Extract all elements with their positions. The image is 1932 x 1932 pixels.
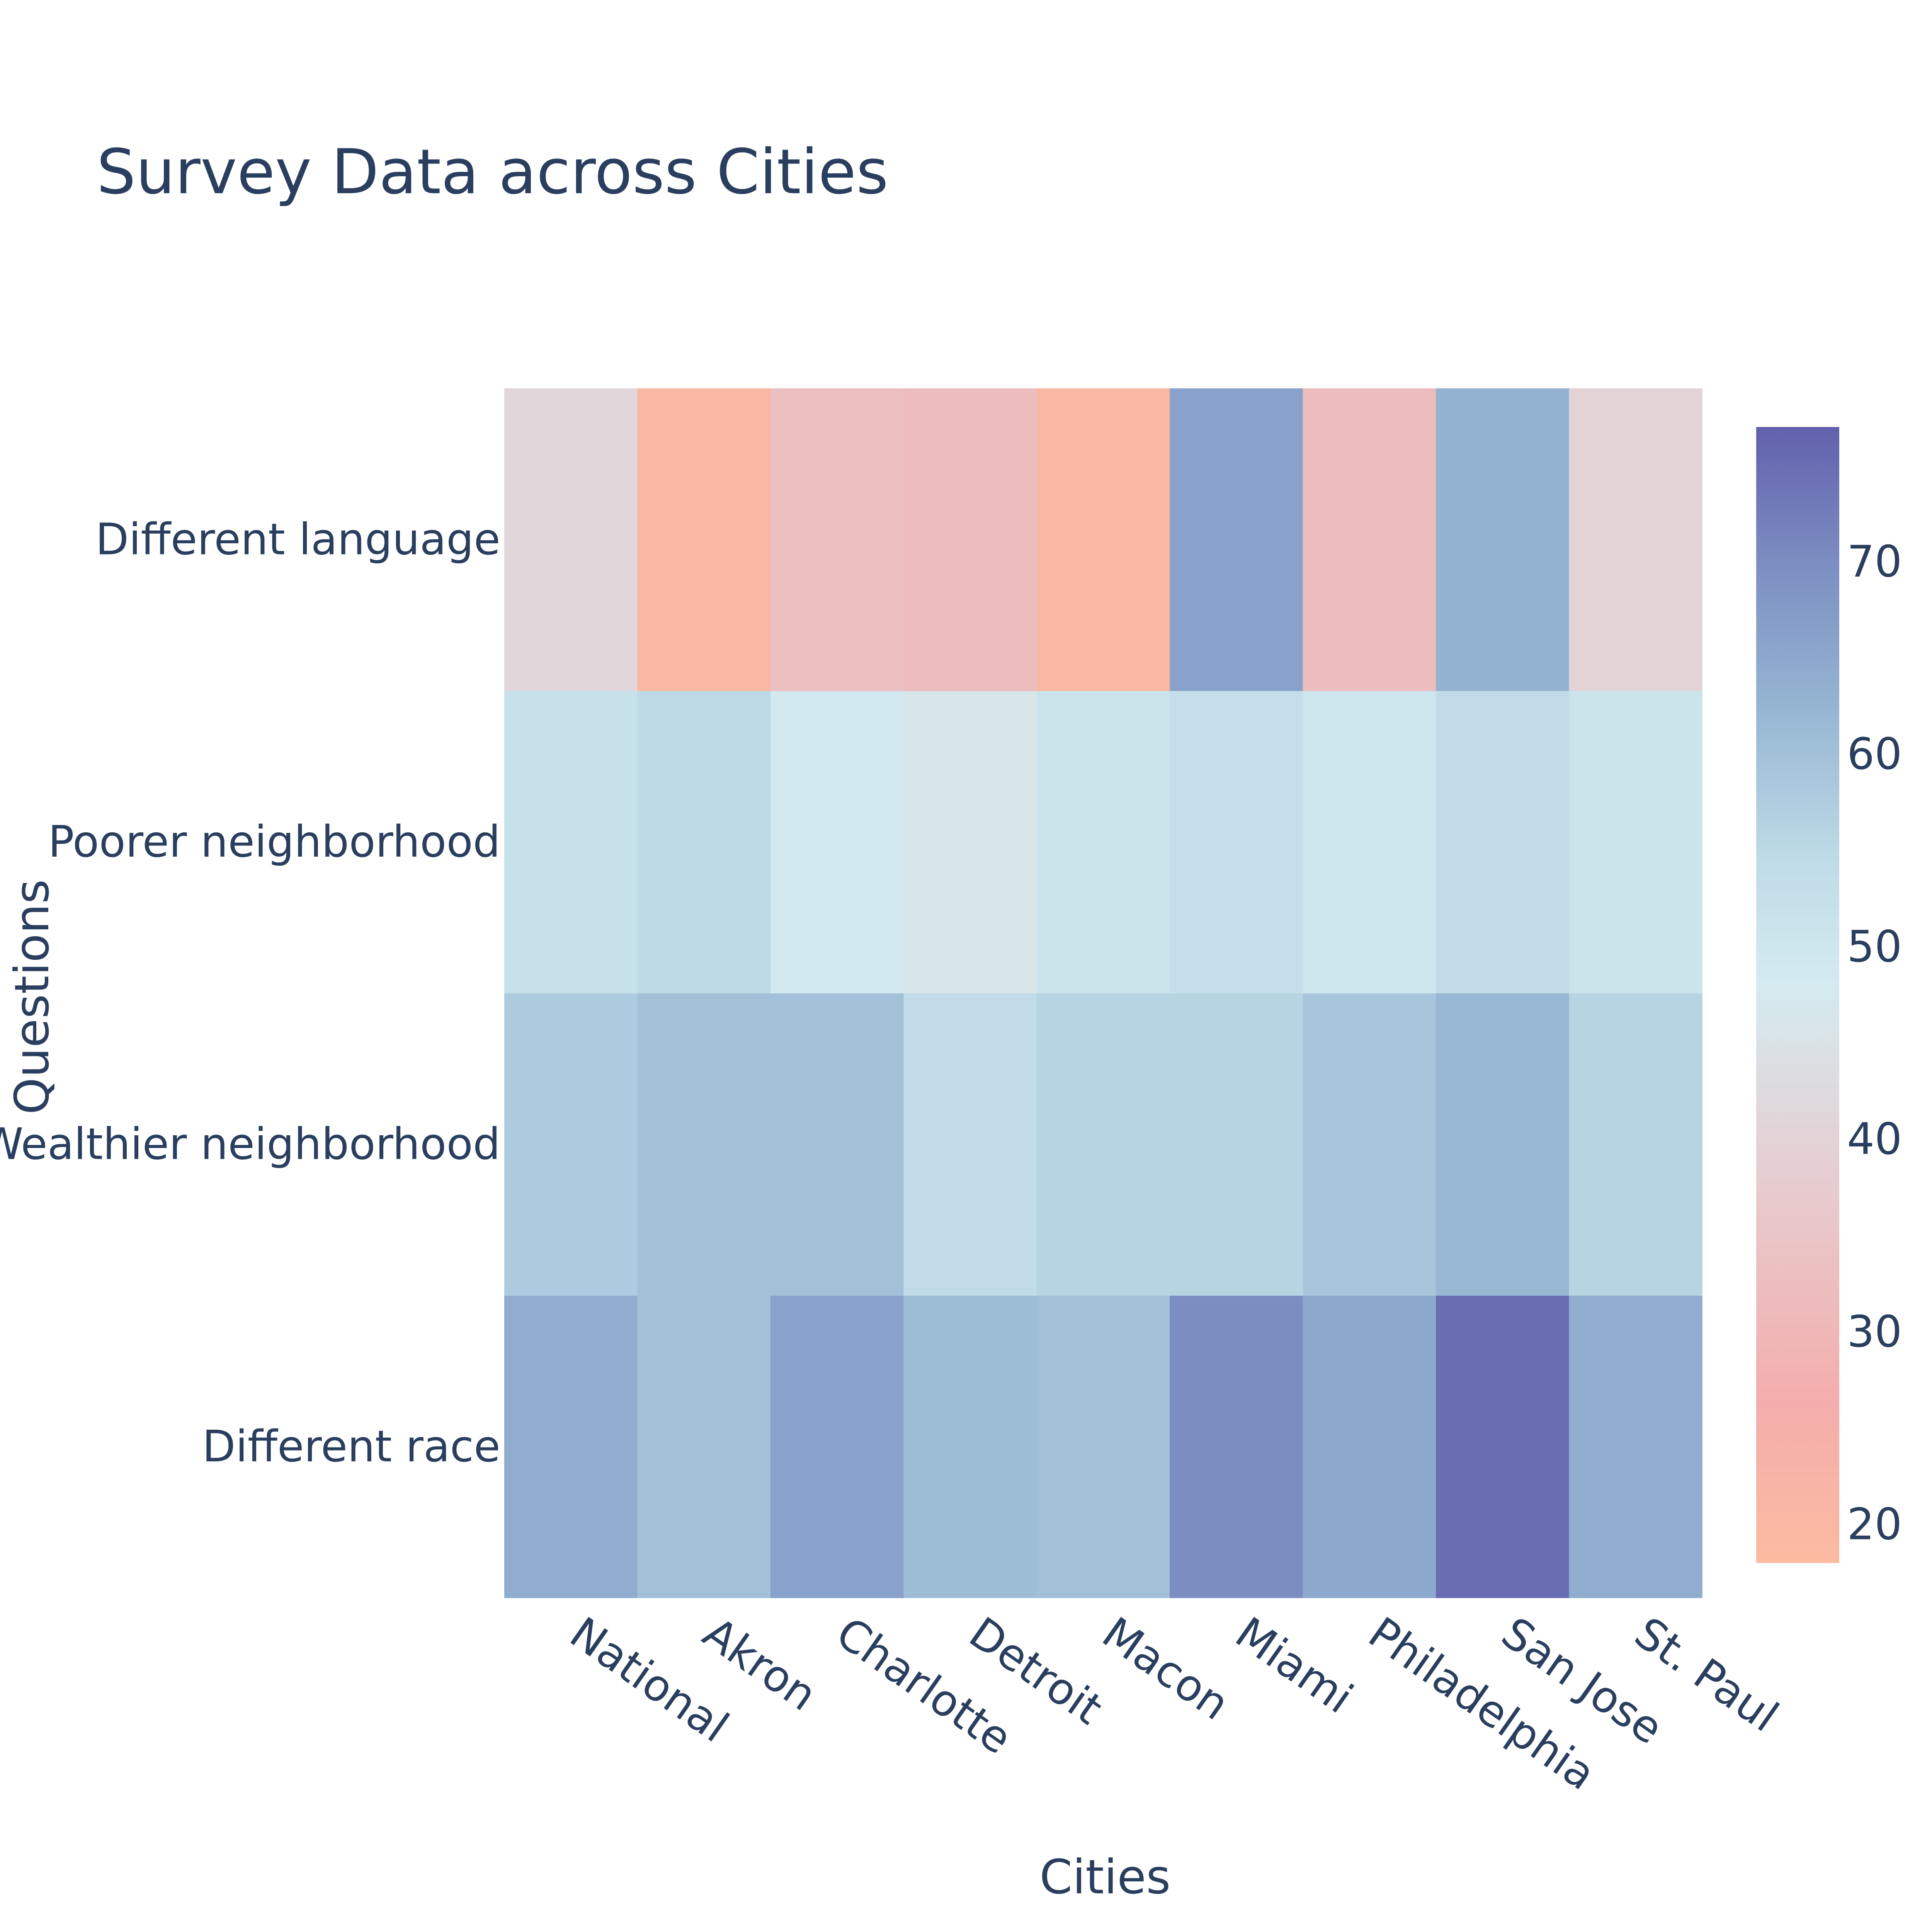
colorbar-tick-label: 30: [1847, 1307, 1902, 1357]
heatmap-cell: [770, 388, 904, 691]
heatmap-cell: [637, 1295, 771, 1598]
heatmap-cell: [1569, 1295, 1702, 1598]
heatmap-cell: [637, 388, 771, 691]
heatmap-cell: [1303, 1295, 1436, 1598]
y-axis-ticks: Different race Wealthier neighborhood Poor…: [0, 514, 500, 1472]
heatmap-cell: [1436, 388, 1570, 691]
colorbar-tick-label: 70: [1847, 537, 1902, 587]
heatmap-cell: [637, 690, 771, 993]
heatmap-cell: [770, 690, 904, 993]
heatmap-cell: [1036, 1295, 1170, 1598]
heatmap-cell: [504, 993, 638, 1296]
heatmap-cell: [770, 993, 904, 1296]
y-tick-label: Poorer neighborhood: [48, 817, 500, 867]
heatmap-cell: [637, 993, 771, 1296]
heatmap-cell: [903, 993, 1037, 1296]
x-tick-label: Miami: [1226, 1608, 1362, 1724]
colorbar-ticks: 20 30 40 50 60 70: [1847, 537, 1902, 1550]
heatmap-cell: [1170, 388, 1303, 691]
heatmap-cell: [770, 1295, 904, 1598]
y-axis-title: Questions: [5, 879, 60, 1114]
colorbar-tick-label: 60: [1847, 729, 1902, 779]
chart-title: Survey Data across Cities: [97, 136, 888, 208]
colorbar-tick-label: 50: [1847, 922, 1902, 972]
colorbar-tick-label: 40: [1847, 1114, 1902, 1165]
heatmap-cell: [903, 388, 1037, 691]
colorbar-tick-label: 20: [1847, 1499, 1902, 1549]
heatmap-cell: [1036, 690, 1170, 993]
heatmap-cell: [504, 388, 638, 691]
heatmap-cell: [1170, 690, 1303, 993]
heatmap-cell: [1569, 993, 1702, 1296]
x-tick-label: Macon: [1094, 1608, 1238, 1730]
x-axis-title: Cities: [1039, 1850, 1170, 1905]
heatmap-cell: [1436, 1295, 1570, 1598]
heatmap-cell: [1170, 993, 1303, 1296]
heatmap-cell: [1569, 690, 1702, 993]
heatmap-cell: [1303, 690, 1436, 993]
heatmap-cells: [504, 388, 1702, 1598]
heatmap-cell: [1436, 993, 1570, 1296]
x-tick-label: Philadelphia: [1359, 1608, 1604, 1800]
heatmap-cell: [1036, 388, 1170, 691]
heatmap-cell: [1170, 1295, 1303, 1598]
heatmap-cell: [1569, 388, 1702, 691]
heatmap-cell: [504, 1295, 638, 1598]
heatmap-cell: [903, 1295, 1037, 1598]
heatmap-cell: [1436, 690, 1570, 993]
heatmap-cell: [1036, 993, 1170, 1296]
heatmap-cell: [504, 690, 638, 993]
y-tick-label: Wealthier neighborhood: [0, 1119, 500, 1169]
colorbar: [1756, 427, 1839, 1563]
heatmap-cell: [1303, 993, 1436, 1296]
heatmap-cell: [1303, 388, 1436, 691]
y-tick-label: Different race: [202, 1422, 500, 1472]
y-tick-label: Different language: [95, 514, 500, 565]
heatmap-cell: [903, 690, 1037, 993]
